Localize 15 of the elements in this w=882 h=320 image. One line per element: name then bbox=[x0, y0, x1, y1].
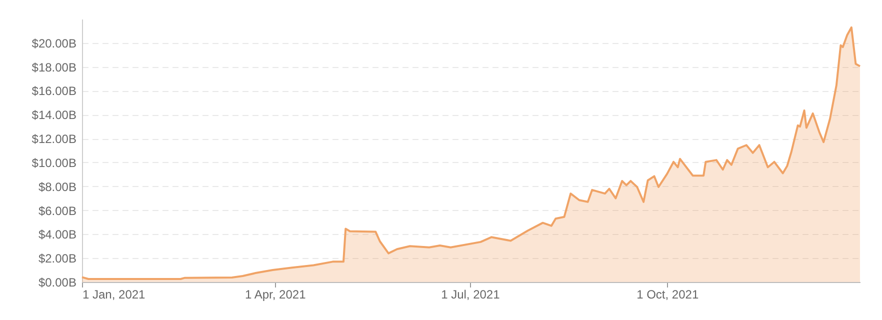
y-tick-label: $20.00B bbox=[32, 36, 76, 50]
x-tick-label: 1 Oct, 2021 bbox=[636, 288, 699, 302]
y-tick-label: $12.00B bbox=[32, 132, 76, 146]
y-tick-label: $14.00B bbox=[32, 108, 76, 122]
y-tick-label: $6.00B bbox=[38, 204, 76, 218]
y-tick-label: $18.00B bbox=[32, 60, 76, 74]
x-tick-label: 1 Apr, 2021 bbox=[245, 288, 306, 302]
x-tick-label: 1 Jul, 2021 bbox=[441, 288, 500, 302]
y-tick-label: $0.00B bbox=[38, 276, 76, 290]
y-tick-label: $8.00B bbox=[38, 180, 76, 194]
y-tick-label: $16.00B bbox=[32, 84, 76, 98]
y-tick-label: $2.00B bbox=[38, 252, 76, 266]
x-tick-label: 1 Jan, 2021 bbox=[82, 288, 146, 302]
y-tick-label: $10.00B bbox=[32, 156, 76, 170]
y-tick-label: $4.00B bbox=[38, 228, 76, 242]
